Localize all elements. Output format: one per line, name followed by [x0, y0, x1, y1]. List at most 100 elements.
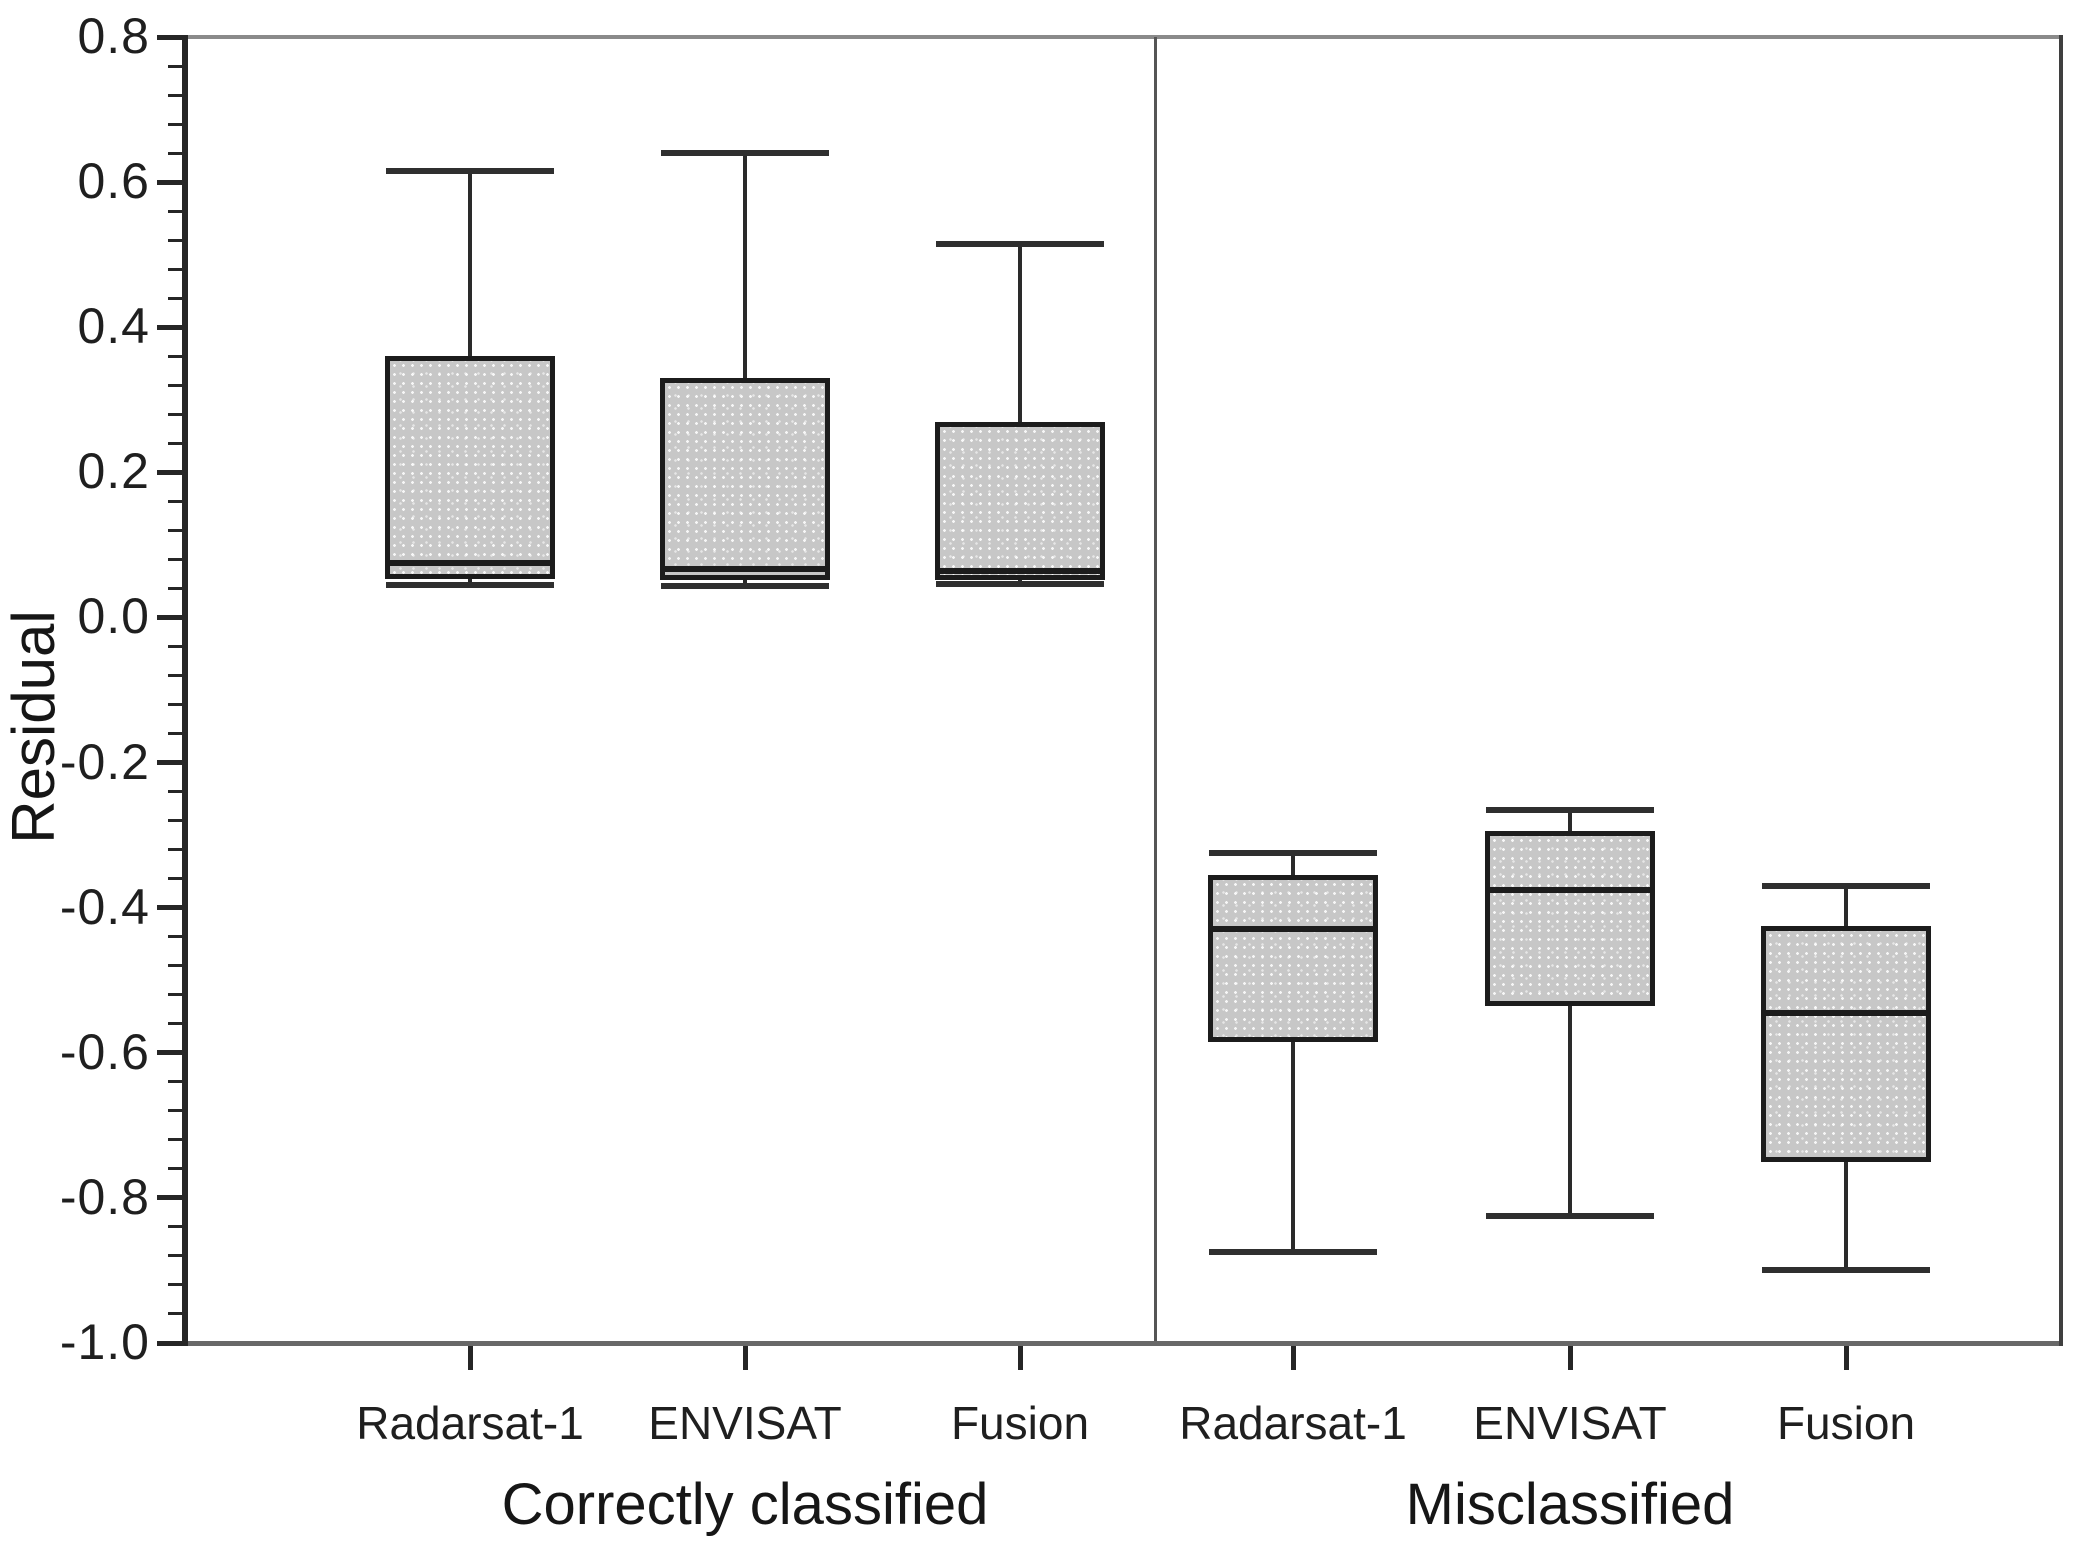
y-minor-tick [168, 383, 183, 387]
y-axis-title: Residual [0, 610, 67, 844]
box [660, 378, 830, 581]
x-major-tick [743, 1346, 748, 1370]
whisker-cap-bottom [1209, 1249, 1377, 1256]
x-category-label: ENVISAT [1473, 1397, 1667, 1449]
y-minor-tick [168, 1312, 183, 1316]
group-label-correctly-classified: Correctly classified [501, 1472, 989, 1537]
x-category-label: Fusion [1776, 1397, 1916, 1449]
y-major-tick [157, 1340, 183, 1346]
y-minor-tick [168, 151, 183, 155]
y-minor-tick [168, 732, 183, 736]
y-major-tick [157, 1050, 183, 1056]
y-major-tick [157, 760, 183, 766]
y-minor-tick [168, 848, 183, 852]
x-major-tick [1844, 1346, 1849, 1370]
whisker-line [1291, 853, 1295, 1253]
box [1761, 925, 1931, 1162]
whisker-line [1018, 243, 1022, 585]
x-major-tick [1291, 1346, 1296, 1370]
y-minor-tick [168, 935, 183, 939]
median-line [388, 560, 552, 567]
y-major-tick [157, 34, 183, 40]
x-major-tick [1568, 1346, 1573, 1370]
y-minor-tick [168, 964, 183, 968]
panel-divider-line [1154, 37, 1157, 1341]
y-tick-label: 0.8 [77, 8, 150, 64]
box [385, 356, 555, 579]
y-minor-tick [168, 1022, 183, 1026]
y-minor-tick [168, 528, 183, 532]
y-minor-tick [168, 441, 183, 445]
y-tick-label: 0.4 [77, 298, 150, 355]
box [1485, 831, 1655, 1006]
y-minor-tick [168, 790, 183, 794]
median-line [1211, 926, 1375, 933]
y-tick-label: 0.2 [77, 443, 150, 500]
whisker-cap-bottom [386, 581, 554, 588]
y-tick-label: -0.6 [59, 1023, 150, 1080]
y-tick-label: 0.6 [77, 153, 150, 210]
y-minor-tick [168, 296, 183, 300]
y-tick-label: -0.2 [59, 733, 150, 790]
whisker-line [1568, 809, 1572, 1216]
y-minor-tick [168, 93, 183, 97]
y-minor-tick [168, 1225, 183, 1229]
whisker-cap-bottom [1486, 1213, 1654, 1220]
y-minor-tick [168, 1080, 183, 1084]
y-minor-tick [168, 877, 183, 881]
y-minor-tick [168, 1283, 183, 1287]
whisker-cap-top [1486, 806, 1654, 813]
x-major-tick [1018, 1346, 1023, 1370]
box [935, 421, 1105, 580]
median-line [1488, 886, 1652, 893]
box [1208, 875, 1378, 1042]
y-minor-tick [168, 267, 183, 271]
y-minor-tick [168, 1167, 183, 1171]
y-minor-tick [168, 1254, 183, 1258]
whisker-cap-top [386, 168, 554, 175]
whisker-line [743, 153, 747, 586]
plot-frame-right [2059, 35, 2063, 1346]
y-minor-tick [168, 586, 183, 590]
y-minor-tick [168, 1109, 183, 1113]
whisker-cap-top [936, 240, 1104, 247]
y-minor-tick [168, 238, 183, 242]
whisker-cap-bottom [661, 582, 829, 589]
y-minor-tick [168, 644, 183, 648]
y-minor-tick [168, 557, 183, 561]
y-major-tick [157, 324, 183, 330]
y-major-tick [157, 1195, 183, 1201]
y-minor-tick [168, 209, 183, 213]
y-minor-tick [168, 64, 183, 68]
whisker-cap-top [661, 150, 829, 157]
y-major-tick [157, 179, 183, 185]
y-tick-label: -0.4 [59, 878, 150, 935]
y-tick-label: -0.8 [59, 1168, 150, 1225]
y-minor-tick [168, 673, 183, 677]
median-line [938, 568, 1102, 574]
y-minor-tick [168, 1138, 183, 1142]
y-minor-tick [168, 122, 183, 126]
median-line [1764, 1009, 1928, 1016]
y-tick-label: 0.0 [77, 588, 150, 645]
y-minor-tick [168, 412, 183, 416]
y-major-tick [157, 905, 183, 911]
y-minor-tick [168, 499, 183, 503]
x-major-tick [468, 1346, 473, 1370]
y-minor-tick [168, 993, 183, 997]
y-minor-tick [168, 354, 183, 358]
whisker-cap-bottom [936, 581, 1104, 588]
y-minor-tick [168, 703, 183, 706]
x-category-label: Radarsat-1 [1179, 1397, 1407, 1449]
x-category-label: Fusion [950, 1397, 1090, 1449]
y-axis-line [182, 35, 188, 1346]
whisker-cap-bottom [1762, 1267, 1930, 1274]
y-minor-tick [168, 819, 183, 823]
x-category-label: Radarsat-1 [356, 1397, 584, 1449]
y-major-tick [157, 469, 183, 475]
y-tick-label: -1.0 [59, 1314, 150, 1370]
plot-frame-top [185, 35, 2063, 39]
y-major-tick [157, 614, 183, 620]
x-category-label: ENVISAT [648, 1397, 842, 1449]
